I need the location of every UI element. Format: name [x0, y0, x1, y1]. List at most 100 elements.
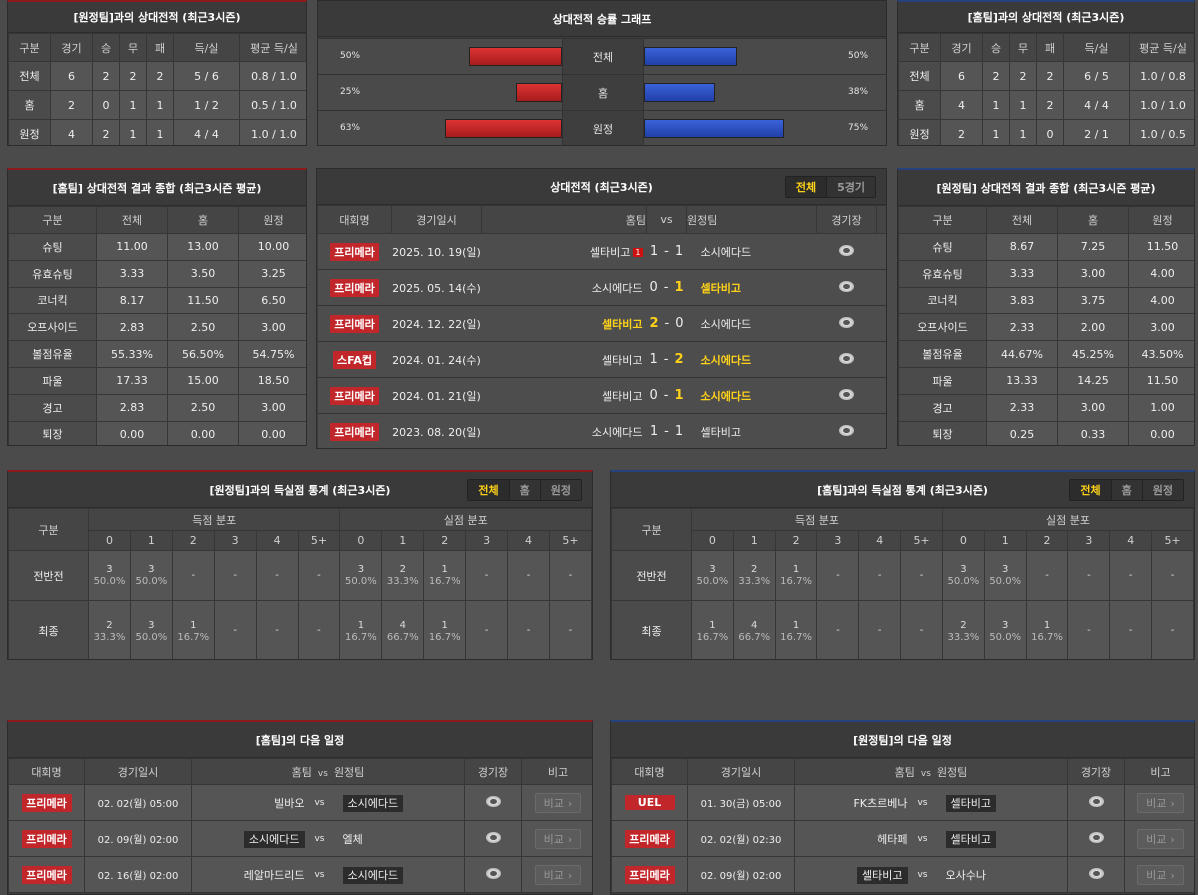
column-header: 원정 — [238, 206, 306, 234]
league-badge[interactable]: UEL — [624, 795, 675, 810]
away-team[interactable]: 소시에다드 — [700, 317, 752, 331]
away-team[interactable]: 소시에다드 — [700, 245, 752, 259]
league-badge[interactable]: 프리메라 — [624, 865, 675, 884]
away-team[interactable]: 소시에다드 — [700, 353, 752, 367]
league-badge[interactable]: 프리메라 — [330, 386, 379, 405]
tab-2[interactable]: 원정 — [1141, 479, 1183, 500]
tab-1[interactable]: 홈 — [1110, 479, 1142, 500]
cell-value: 13.33 — [986, 366, 1058, 395]
compare-button[interactable]: 비교 › — [1137, 864, 1184, 885]
cell-value: 55.33% — [96, 340, 168, 368]
away-team[interactable]: 오사수나 — [945, 868, 986, 882]
cell-value: 2.50 — [167, 393, 239, 422]
row-label: 홈 — [8, 90, 51, 120]
stadium-icon[interactable] — [839, 388, 854, 400]
compare-button[interactable]: 비교 › — [534, 792, 582, 813]
compare-button[interactable]: 비교 › — [534, 828, 582, 849]
home-team[interactable]: 헤타페 — [877, 832, 908, 846]
distribution-cell: 2 33.3% — [941, 600, 985, 659]
tab-1[interactable]: 5경기 — [826, 176, 875, 197]
compare-button[interactable]: 비교 › — [1137, 828, 1184, 849]
panel-title-bar: [홈팀]의 다음 일정 — [8, 722, 592, 758]
stadium-icon[interactable] — [839, 244, 854, 256]
tab-0[interactable]: 전체 — [468, 479, 509, 500]
league-badge[interactable]: 프리메라 — [21, 793, 72, 812]
league-badge[interactable]: 프리메라 — [624, 829, 675, 848]
home-team[interactable]: 셀타비고 — [857, 866, 908, 884]
cell-value: 8.67 — [986, 233, 1058, 261]
tab-1[interactable]: 홈 — [508, 479, 540, 500]
stadium-icon[interactable] — [485, 795, 501, 807]
stadium-icon[interactable] — [485, 867, 501, 879]
away-team[interactable]: 소시에다드 — [700, 389, 752, 403]
stadium-icon[interactable] — [839, 316, 854, 328]
stadium-icon[interactable] — [839, 352, 854, 364]
cell-value: 45.25% — [1057, 340, 1129, 368]
distribution-cell: 3 50.0% — [983, 550, 1027, 601]
stadium-icon[interactable] — [839, 280, 854, 292]
count: - — [568, 569, 573, 581]
cell-value: 0.33 — [1057, 420, 1129, 445]
home-team[interactable]: 셀타비고 — [602, 317, 643, 331]
home-team[interactable]: 소시에다드 — [243, 830, 305, 848]
goals-column-header: 5+ — [297, 530, 341, 551]
count: - — [526, 569, 531, 581]
stadium-icon[interactable] — [485, 831, 501, 843]
compare-button-label: 비교 — [1146, 832, 1167, 846]
tab-0[interactable]: 전체 — [785, 176, 827, 197]
away-team[interactable]: 셀타비고 — [945, 794, 996, 812]
percent: 50.0% — [93, 576, 126, 587]
league-badge[interactable]: 프리메라 — [330, 278, 379, 297]
league-badge[interactable]: 스FA컵 — [332, 350, 376, 369]
table-row: 최종 1 16.7% 4 66.7% 1 16.7% - - -2 33.3% 3 50.0% 1 16.7… — [611, 600, 1194, 659]
row-label: 퇴장 — [8, 420, 97, 445]
compare-button[interactable]: 비교 › — [1137, 792, 1184, 813]
league-badge[interactable]: 프리메라 — [330, 422, 379, 441]
home-team[interactable]: 셀타비고 — [602, 353, 643, 367]
tab-0[interactable]: 전체 — [1070, 479, 1111, 500]
goals-column-header: 1 — [983, 530, 1027, 551]
tab-2[interactable]: 원정 — [539, 479, 581, 500]
percent: 16.7% — [780, 631, 812, 643]
home-team[interactable]: 레알마드리드 — [243, 868, 305, 882]
home-team[interactable]: 빌바오 — [274, 796, 305, 810]
row-label: 원정 — [898, 119, 941, 145]
away-team[interactable]: 소시에다드 — [342, 794, 404, 812]
away-team[interactable]: 셀타비고 — [700, 425, 741, 439]
cell-value: 8.17 — [96, 286, 168, 315]
home-team[interactable]: 셀타비고 — [589, 245, 631, 259]
cell-value: 3.33 — [96, 259, 168, 288]
percent: 50.0% — [135, 631, 168, 643]
compare-button[interactable]: 비교 › — [534, 864, 582, 885]
home-team[interactable]: 소시에다드 — [591, 425, 643, 439]
count: 2 — [399, 564, 406, 575]
row-label: 오프사이드 — [8, 313, 97, 342]
row-label: 유효슈팅 — [898, 259, 987, 288]
stadium-icon[interactable] — [1088, 867, 1104, 879]
away-team[interactable]: 셀타비고 — [700, 281, 741, 295]
row-label: 오프사이드 — [898, 313, 987, 342]
stadium-icon[interactable] — [839, 424, 854, 436]
league-badge[interactable]: 프리메라 — [21, 829, 72, 848]
count: 3 — [148, 564, 155, 575]
cell-value: 4 / 4 — [1063, 90, 1130, 120]
score-separator: - — [664, 424, 669, 439]
goals-column-header: 0 — [339, 530, 383, 551]
home-team[interactable]: 소시에다드 — [591, 281, 643, 295]
home-team[interactable]: 셀타비고 — [602, 389, 643, 403]
table-row: 퇴장 0.25 0.33 0.00 — [898, 420, 1194, 445]
away-team[interactable]: 엘체 — [342, 832, 363, 846]
stadium-icon[interactable] — [1088, 831, 1104, 843]
vs-cell: vs — [304, 820, 335, 857]
away-team[interactable]: 소시에다드 — [342, 866, 404, 884]
league-badge[interactable]: 프리메라 — [330, 314, 379, 333]
percent: 16.7% — [345, 631, 377, 643]
home-team[interactable]: FK츠르베나 — [853, 796, 908, 810]
stadium-icon[interactable] — [1088, 795, 1104, 807]
league-badge[interactable]: 프리메라 — [330, 242, 379, 261]
cell-value: 1 — [119, 119, 147, 145]
count: 1 — [792, 619, 800, 631]
away-team[interactable]: 셀타비고 — [945, 830, 996, 848]
league-badge[interactable]: 프리메라 — [21, 865, 72, 884]
